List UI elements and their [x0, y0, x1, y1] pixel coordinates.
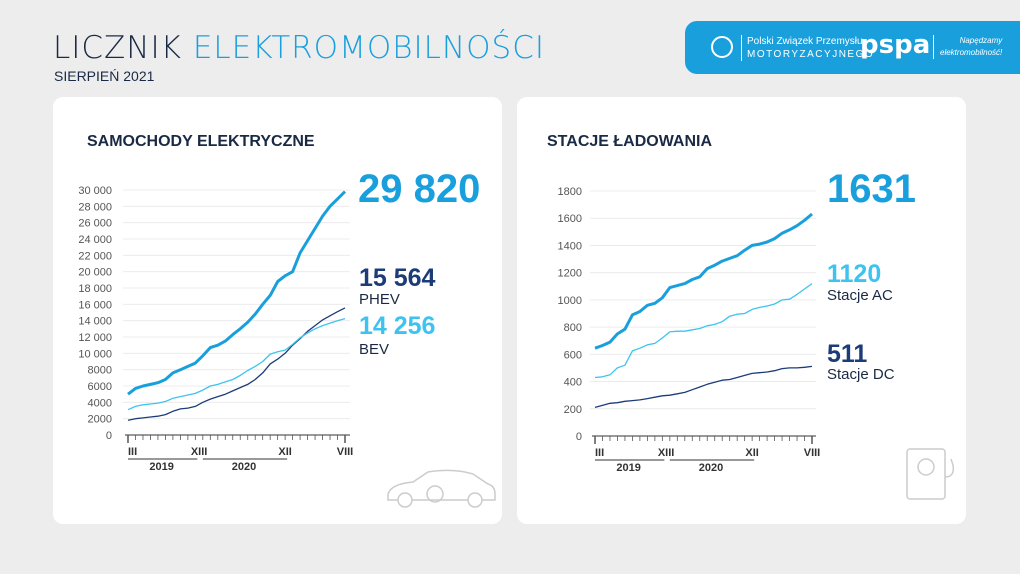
phev-label: PHEV: [359, 291, 400, 308]
y-tick-label: 30 000: [78, 185, 112, 197]
series-line-stacje-dc: [594, 365, 813, 409]
bev-value: 14 256: [359, 312, 436, 340]
slogan-line1: Napędzamy: [959, 36, 1003, 45]
x-tick-label: XII: [745, 447, 758, 459]
dc-value: 511: [827, 340, 868, 368]
year-label: 2019: [149, 461, 173, 473]
title-part2: ELEKTROMOBILNOŚCI: [192, 30, 545, 66]
y-tick-label: 1800: [558, 186, 582, 198]
pzpm-line1: Polski Związek Przemysłu: [747, 36, 863, 47]
y-tick-label: 0: [576, 431, 582, 443]
year-label: 2019: [616, 462, 640, 474]
y-tick-label: 1600: [558, 213, 582, 225]
charger-icon: [906, 448, 955, 500]
y-tick-label: 4000: [88, 397, 112, 409]
series-line-total: [594, 212, 813, 350]
pzpm-line2: MOTORYZACYJNEGO: [747, 49, 875, 60]
series-line-stacje-ac: [594, 283, 813, 379]
x-tick-label: XII: [278, 446, 291, 458]
y-tick-label: 6000: [88, 381, 112, 393]
car-icon: [387, 469, 496, 508]
year-label: 2020: [699, 462, 723, 474]
pzpm-logo: Polski Związek Przemysłu MOTORYZACYJNEGO: [741, 35, 874, 61]
y-tick-label: 1000: [558, 295, 582, 307]
bev-label: BEV: [359, 341, 390, 358]
y-tick-label: 20 000: [78, 267, 112, 279]
page-title: LICZNIK ELEKTROMOBILNOŚCI: [53, 30, 545, 66]
y-tick-label: 0: [106, 430, 112, 442]
y-tick-label: 400: [564, 377, 582, 389]
ac-label: Stacje AC: [827, 287, 893, 304]
cars-card: SAMOCHODY ELEKTRYCZNE 29 820 15 564 PHEV…: [53, 97, 502, 524]
title-part1: LICZNIK: [53, 30, 182, 66]
pspa-slogan: Napędzamy elektromobilność!: [933, 35, 1002, 59]
stations-card: STACJE ŁADOWANIA 1631 1120 Stacje AC 511…: [517, 97, 966, 524]
x-tick-label: III: [595, 447, 604, 459]
stations-total-value: 1631: [827, 167, 916, 211]
phev-value: 15 564: [359, 264, 436, 292]
y-tick-label: 28 000: [78, 201, 112, 213]
y-tick-label: 18 000: [78, 283, 112, 295]
pzpm-logo-icon: [711, 36, 733, 58]
x-tick-label: VIII: [804, 447, 821, 459]
y-tick-label: 16 000: [78, 299, 112, 311]
x-tick-label: III: [128, 446, 137, 458]
ac-value: 1120: [827, 260, 882, 288]
series-line-phev: [127, 307, 346, 421]
y-tick-label: 200: [564, 404, 582, 416]
y-tick-label: 12 000: [78, 332, 112, 344]
y-tick-label: 22 000: [78, 250, 112, 262]
y-tick-label: 26 000: [78, 218, 112, 230]
pspa-logo: pspa: [860, 30, 931, 60]
series-line-bev: [127, 317, 346, 411]
y-tick-label: 800: [564, 322, 582, 334]
partner-logos: Polski Związek Przemysłu MOTORYZACYJNEGO …: [685, 21, 1020, 74]
cars-total-value: 29 820: [358, 167, 481, 211]
y-tick-label: 600: [564, 349, 582, 361]
y-tick-label: 24 000: [78, 234, 112, 246]
y-tick-label: 1400: [558, 240, 582, 252]
slogan-line2: elektromobilność!: [940, 48, 1003, 57]
cars-title: SAMOCHODY ELEKTRYCZNE: [87, 133, 315, 150]
x-tick-label: XIII: [191, 446, 208, 458]
page-subtitle: SIERPIEŃ 2021: [54, 68, 155, 84]
year-label: 2020: [232, 461, 256, 473]
dc-label: Stacje DC: [827, 366, 895, 383]
series-line-total: [127, 190, 347, 396]
y-tick-label: 2000: [88, 414, 112, 426]
y-tick-label: 14 000: [78, 316, 112, 328]
x-tick-label: VIII: [337, 446, 354, 458]
y-tick-label: 10 000: [78, 348, 112, 360]
y-tick-label: 8000: [88, 365, 112, 377]
y-tick-label: 1200: [558, 268, 582, 280]
stations-title: STACJE ŁADOWANIA: [547, 133, 713, 150]
x-tick-label: XIII: [658, 447, 675, 459]
